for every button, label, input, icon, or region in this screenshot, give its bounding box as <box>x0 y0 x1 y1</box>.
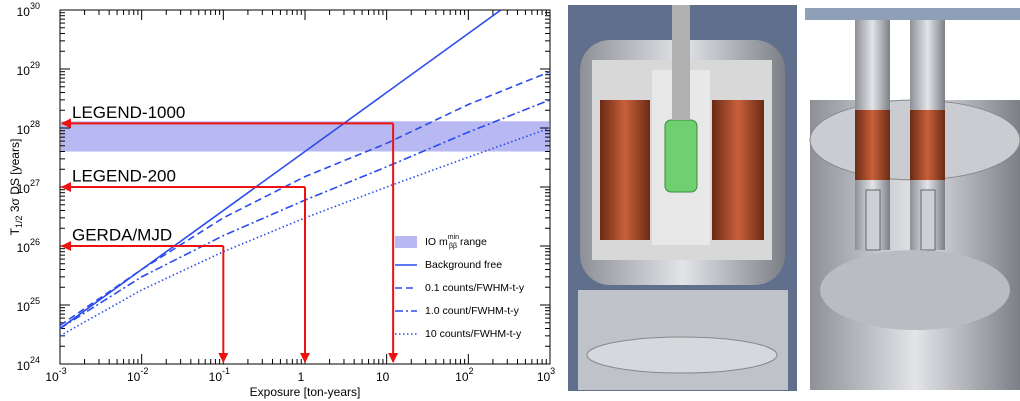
tick-exponent: 28 <box>30 119 40 129</box>
detector-render-2 <box>805 0 1020 401</box>
legend-label: 1.0 count/FWHM-t-y <box>425 305 520 317</box>
tick-exponent: 25 <box>30 296 40 306</box>
tick-label: 10-1 <box>209 366 230 384</box>
tick-label: 10-2 <box>127 366 148 384</box>
tick-label: 1026 <box>17 237 40 255</box>
tick-base: 10 <box>17 241 31 255</box>
arrow-label: LEGEND-1000 <box>72 103 185 122</box>
tick-exponent: 30 <box>30 1 40 11</box>
tick-exponent: -3 <box>59 366 67 376</box>
legend-band-rest: range <box>457 236 487 248</box>
legend-label: Background free <box>425 259 502 271</box>
tick-base: 10 <box>17 64 31 78</box>
arrow-label: LEGEND-200 <box>72 166 176 185</box>
figure: Exposure [ton-years] T1/2 3σ DS [years] … <box>0 0 1020 401</box>
tick-exponent: 27 <box>30 178 40 188</box>
tick-label: 102 <box>455 366 473 384</box>
tick-base: 10 <box>17 359 31 373</box>
tick-label: 103 <box>537 366 555 384</box>
tick-base: 10 <box>537 370 551 384</box>
tick-exponent: 3 <box>550 366 555 376</box>
tick-label: 1024 <box>17 355 40 373</box>
tick-exponent: 29 <box>30 60 40 70</box>
tick-base: 10 <box>127 370 141 384</box>
tick-base: 10 <box>209 370 223 384</box>
tick-base: 10 <box>17 300 31 314</box>
tick-label: 1 <box>298 370 305 384</box>
tick-label: 1029 <box>17 60 40 78</box>
x-axis-label: Exposure [ton-years] <box>250 385 361 399</box>
tick-exponent: 24 <box>30 355 40 365</box>
tick-label: 1028 <box>17 119 40 137</box>
arrow-label: GERDA/MJD <box>72 225 172 244</box>
tick-base: 1 <box>298 370 305 384</box>
legend-label: 0.1 counts/FWHM-t-y <box>425 282 525 294</box>
io-band <box>61 121 549 151</box>
detector-render-1 <box>568 5 797 391</box>
tick-exponent: -2 <box>140 366 148 376</box>
tick-base: 10 <box>17 5 31 19</box>
y-label-rest: 3σ DS [years] <box>8 139 22 216</box>
y-label-sub: 1/2 <box>14 215 24 228</box>
legend-band-main: IO m <box>425 236 448 248</box>
legend-label: 10 counts/FWHM-t-y <box>425 328 522 340</box>
tick-exponent: 26 <box>30 237 40 247</box>
tick-label: 10-3 <box>45 366 66 384</box>
tick-base: 10 <box>17 182 31 196</box>
tick-base: 10 <box>455 370 469 384</box>
tick-base: 10 <box>376 370 390 384</box>
tick-exponent: -1 <box>222 366 230 376</box>
tick-label: 1030 <box>17 1 40 19</box>
tick-label: 1025 <box>17 296 40 314</box>
tick-base: 10 <box>17 123 31 137</box>
tick-exponent: 2 <box>469 366 474 376</box>
tick-base: 10 <box>45 370 59 384</box>
legend-band-sub: ββ <box>449 243 457 250</box>
legend-swatch <box>395 236 417 248</box>
tick-label: 10 <box>376 370 390 384</box>
